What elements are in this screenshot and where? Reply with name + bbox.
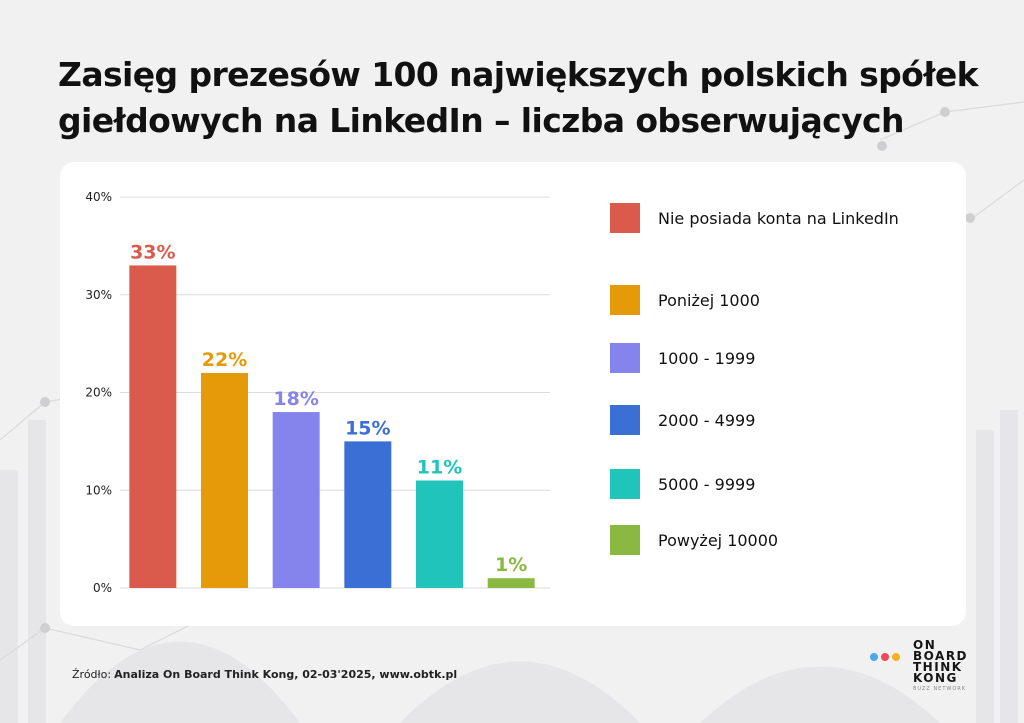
- legend-swatch: [610, 203, 640, 233]
- bar-value-label: 18%: [273, 388, 318, 410]
- bar-value-label: 11%: [417, 456, 462, 478]
- source-prefix: Źródło:: [72, 668, 112, 681]
- source-note: Źródło: Analiza On Board Think Kong, 02-0…: [72, 668, 457, 681]
- legend-label: 1000 - 1999: [658, 348, 756, 368]
- bar-value-label: 22%: [202, 349, 247, 371]
- logo-line-3: THINK: [913, 660, 963, 674]
- bar-chart: 0% 10% 20% 30% 40% 33% 22% 18% 15% 11% 1%: [85, 190, 550, 595]
- legend-swatch: [610, 469, 640, 499]
- legend-swatch: [610, 285, 640, 315]
- bar-value-label: 33%: [130, 241, 175, 263]
- bar: [201, 372, 248, 588]
- legend-item: Nie posiada konta na LinkedIn: [610, 202, 899, 234]
- bar: [129, 265, 177, 588]
- chart-card: 0% 10% 20% 30% 40% 33% 22% 18% 15% 11% 1% Nie posi…: [60, 162, 966, 626]
- logo-line-4: KONG: [913, 671, 958, 685]
- y-tick-label: 30%: [85, 288, 112, 302]
- chart-title: Zasięg prezesów 100 największych polskic…: [58, 55, 979, 140]
- legend-item: 5000 - 9999: [610, 468, 755, 500]
- bar: [344, 441, 392, 588]
- y-tick-label: 20%: [85, 386, 112, 400]
- bar-value-label: 1%: [495, 554, 527, 576]
- logo-line-2: BOARD: [913, 649, 969, 663]
- logo-dots: [870, 646, 903, 665]
- y-tick-label: 0%: [93, 581, 112, 595]
- legend-item: Poniżej 1000: [610, 284, 760, 316]
- y-tick-label: 10%: [85, 483, 112, 497]
- legend-label: Powyżej 10000: [658, 530, 779, 550]
- legend-item: Powyżej 10000: [610, 524, 778, 556]
- legend-label: 5000 - 9999: [658, 474, 756, 494]
- legend-label: Nie posiada konta na LinkedIn: [658, 208, 899, 228]
- legend-item: 2000 - 4999: [610, 404, 755, 436]
- bar: [272, 412, 320, 588]
- logo-dot-blue: [870, 653, 878, 661]
- logo-dot-red: [881, 653, 889, 661]
- legend-swatch: [610, 525, 640, 555]
- legend-swatch: [610, 405, 640, 435]
- logo-line-1: ON: [913, 638, 937, 652]
- y-tick-label: 40%: [85, 190, 112, 204]
- bar-value-label: 15%: [345, 417, 390, 439]
- legend-label: 2000 - 4999: [658, 410, 756, 430]
- bar: [487, 578, 535, 588]
- legend-swatch: [610, 343, 640, 373]
- bar: [416, 480, 463, 588]
- source-text: Analiza On Board Think Kong, 02-03'2025,…: [114, 668, 458, 681]
- logo-wordmark: ON BOARD THINK KONG BUZZ NETWORK: [913, 638, 983, 692]
- logo-tagline: BUZZ NETWORK: [913, 686, 967, 692]
- logo-dot-yellow: [892, 653, 900, 661]
- legend-item: 1000 - 1999: [610, 342, 755, 374]
- legend-label: Poniżej 1000: [658, 290, 760, 310]
- brand-logo: ON BOARD THINK KONG BUZZ NETWORK: [868, 639, 978, 700]
